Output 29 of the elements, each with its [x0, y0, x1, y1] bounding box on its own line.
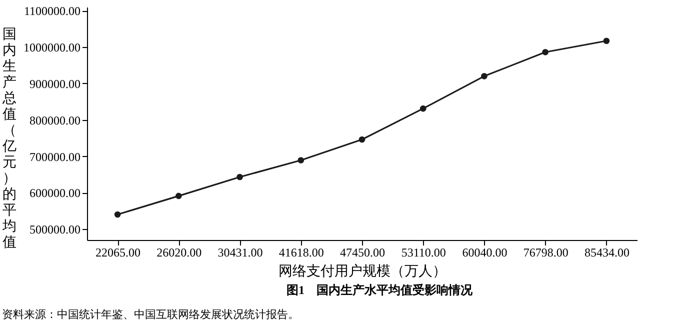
text: 国内生产总值（亿元）的平均值 — [2, 28, 16, 250]
x-tick-label: 53110.00 — [401, 246, 446, 260]
text: 图1 国内生产水平均值受影响情况 — [286, 282, 474, 299]
x-tick-label: 76798.00 — [523, 246, 568, 260]
y-tick-label: 700000.00 — [30, 150, 80, 164]
x-tick-label: 60040.00 — [462, 246, 508, 260]
point — [358, 136, 366, 143]
point — [114, 211, 121, 218]
point — [481, 73, 488, 80]
y-tick-label: 500000.00 — [30, 222, 80, 237]
point — [603, 38, 610, 44]
y-tick-label: 600000.00 — [30, 186, 80, 200]
y-tick-label: 1100000.00 — [24, 4, 80, 18]
point — [298, 157, 304, 164]
text: 资料来源：中国统计年鉴、中国互联网络发展状况统计报告。 — [1, 308, 300, 322]
x-axis-title: 网络支付用户规模（万人） — [278, 264, 446, 280]
x-tick-label: 26020.00 — [156, 246, 202, 260]
y-tick-label: 900000.00 — [30, 76, 80, 91]
y-tick-label: 1000000.00 — [24, 40, 80, 55]
point — [176, 192, 182, 200]
x-tick-label: 47450.00 — [340, 246, 385, 260]
x-tick-label: 30431.00 — [218, 246, 263, 260]
x-tick-label: 41618.00 — [278, 246, 324, 260]
point — [236, 174, 243, 180]
x-tick-label: 85434.00 — [584, 246, 630, 260]
x-tick-label: 22065.00 — [96, 246, 141, 260]
y-tick-label: 800000.00 — [30, 113, 80, 128]
point — [542, 48, 548, 56]
point — [420, 105, 426, 112]
